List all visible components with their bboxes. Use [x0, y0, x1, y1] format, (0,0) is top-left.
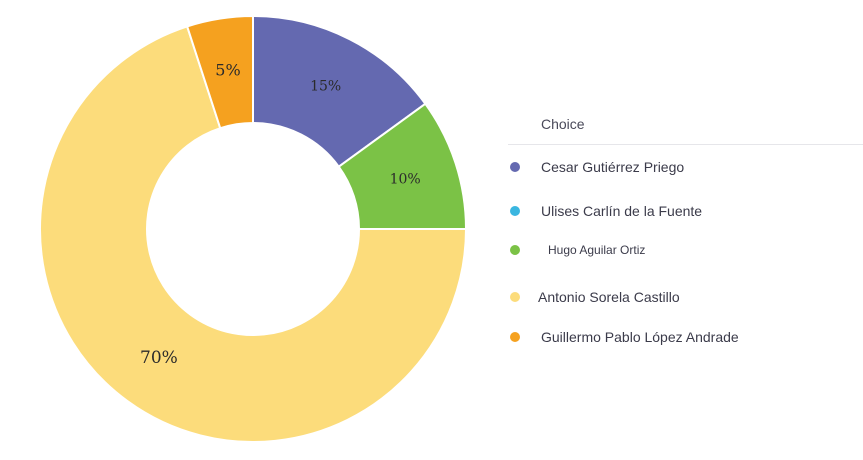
- legend-item-guillermo[interactable]: Guillermo Pablo López Andrade: [508, 327, 739, 347]
- slice-percent-label: 10%: [390, 172, 421, 188]
- legend-label: Antonio Sorela Castillo: [538, 289, 680, 305]
- slice-percent-label: 15%: [310, 78, 341, 94]
- donut-slices: [39, 14, 468, 443]
- legend-label: Guillermo Pablo López Andrade: [541, 329, 739, 345]
- legend-dot: [510, 332, 520, 342]
- legend-dot: [510, 162, 520, 172]
- donut-slice[interactable]: [39, 25, 468, 443]
- slice-percent-label: 70%: [140, 348, 178, 368]
- legend-title: Choice: [508, 110, 863, 145]
- legend-dot: [510, 292, 520, 302]
- legend-dot: [510, 245, 520, 255]
- donut-slice[interactable]: [185, 14, 254, 130]
- legend-item-antonio[interactable]: Antonio Sorela Castillo: [508, 287, 680, 307]
- legend-label: Ulises Carlín de la Fuente: [541, 203, 703, 219]
- legend-label: Hugo Aguilar Ortiz: [548, 243, 646, 257]
- legend-dot: [510, 206, 520, 216]
- legend-item-cesar[interactable]: Cesar Gutiérrez Priego: [508, 157, 684, 177]
- legend-item-ulises[interactable]: Ulises Carlín de la Fuente: [508, 201, 702, 221]
- chart-legend: Choice Cesar Gutiérrez Priego Ulises Car…: [508, 110, 863, 345]
- legend-label: Cesar Gutiérrez Priego: [541, 159, 685, 175]
- slice-percent-label: 5%: [215, 60, 240, 79]
- donut-labels: 15% 10% 70% 5%: [140, 60, 421, 367]
- legend-item-hugo[interactable]: Hugo Aguilar Ortiz: [508, 240, 645, 260]
- donut-slice[interactable]: [252, 14, 427, 169]
